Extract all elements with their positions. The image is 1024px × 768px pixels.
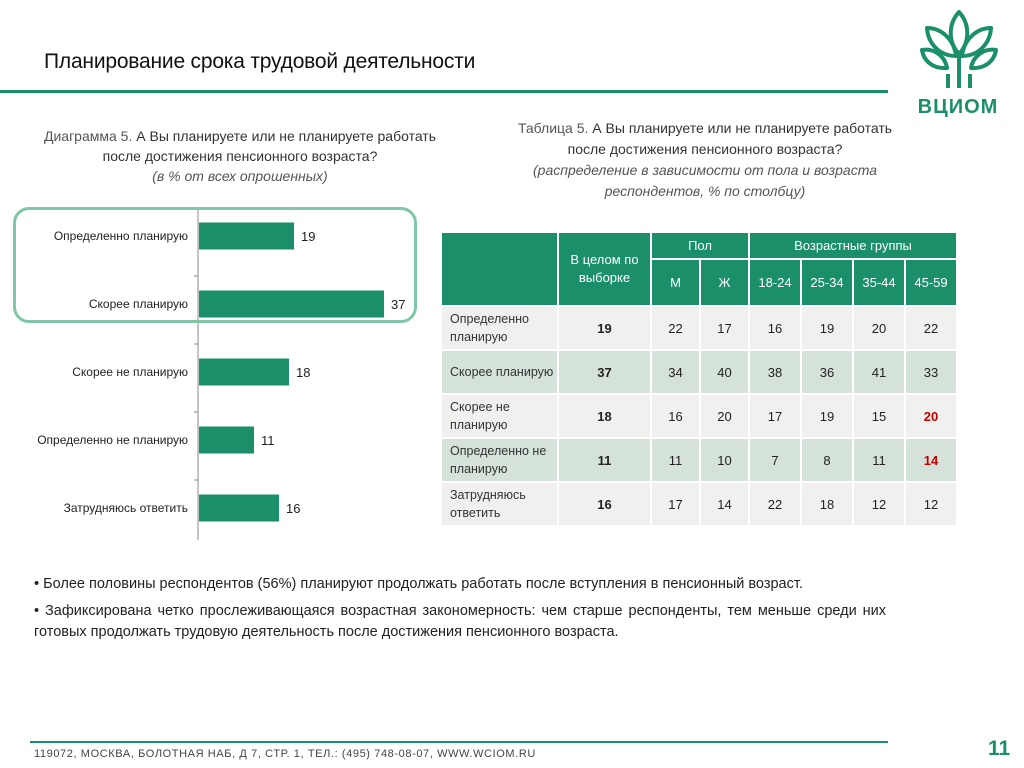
- header-sex-group: Пол: [652, 233, 748, 258]
- header-col-18-24: 18-24: [750, 260, 800, 305]
- table-cell: 18: [802, 483, 852, 525]
- header-col-45-59: 45-59: [906, 260, 956, 305]
- total-cell: 19: [559, 307, 650, 349]
- header-total-label: В целом по выборке: [570, 252, 639, 285]
- table-row: Скорее не планирую 18 16 20 17 19 15 20: [442, 395, 956, 437]
- table-row: Затрудняюсь ответить 16 17 14 22 18 12 12: [442, 483, 956, 525]
- table-cell: 19: [802, 307, 852, 349]
- bullet-item: • Зафиксирована четко прослеживающаяся в…: [34, 603, 886, 640]
- table-cell: 22: [652, 307, 699, 349]
- header-age-group: Возрастные группы: [750, 233, 956, 258]
- category-label: Определенно не планирую: [37, 433, 188, 447]
- header-col-f: Ж: [701, 260, 748, 305]
- bar: [199, 494, 279, 522]
- table-cell: 36: [802, 351, 852, 393]
- footer-address: 119072, МОСКВА, БОЛОТНАЯ НАБ, Д 7, СТР. …: [34, 748, 536, 760]
- data-label: 18: [296, 365, 310, 380]
- category-label: Определенно планирую: [54, 229, 188, 243]
- category-label: Скорее не планирую: [72, 365, 188, 379]
- table-row: Скорее планирую 37 34 40 38 36 41 33: [442, 351, 956, 393]
- row-label: Определенно не планирую: [442, 439, 557, 481]
- table-cell: 7: [750, 439, 800, 481]
- page-number: 11: [988, 737, 1011, 760]
- total-cell: 16: [559, 483, 650, 525]
- table-cell: 8: [802, 439, 852, 481]
- table-cell: 12: [854, 483, 904, 525]
- highlight-box: [13, 207, 417, 323]
- table-cell: 17: [652, 483, 699, 525]
- table-cell: 15: [854, 395, 904, 437]
- data-label: 16: [286, 501, 300, 516]
- table-cell: 12: [906, 483, 956, 525]
- row-label: Определенно планирую: [442, 307, 557, 349]
- total-cell: 11: [559, 439, 650, 481]
- bar: [199, 426, 254, 454]
- table-row: Определенно не планирую 11 11 10 7 8 11 14: [442, 439, 956, 481]
- table-cell: 19: [802, 395, 852, 437]
- row-label: Скорее планирую: [442, 351, 557, 393]
- wciom-logo: [920, 10, 998, 88]
- table-cell: 22: [750, 483, 800, 525]
- header-total: В целом по выборке: [559, 233, 650, 305]
- chart-question-line1: А Вы планируете или не планируете работа…: [136, 128, 437, 144]
- header-col-m: М: [652, 260, 699, 305]
- table-cell: 11: [652, 439, 699, 481]
- table-question-line2: после достижения пенсионного возраста?: [567, 141, 843, 157]
- table-cell: 38: [750, 351, 800, 393]
- footer-divider: [30, 741, 888, 743]
- table-cell: 17: [701, 307, 748, 349]
- data-label: 11: [261, 433, 275, 448]
- table-cell: 16: [750, 307, 800, 349]
- table-caption-prefix: Таблица 5.: [517, 120, 593, 136]
- row-label: Скорее не планирую: [442, 395, 557, 437]
- table-cell: 17: [750, 395, 800, 437]
- chart-caption: Диаграмма 5. А Вы планируете или не план…: [20, 126, 460, 186]
- total-cell: 37: [559, 351, 650, 393]
- bar: [199, 222, 294, 250]
- logo-text: ВЦИОМ: [917, 96, 999, 118]
- table-cell: 11: [854, 439, 904, 481]
- title-divider: [0, 90, 888, 93]
- table-cell: 14: [906, 439, 956, 481]
- chart-question-line2: после достижения пенсионного возраста?: [102, 148, 378, 164]
- table-caption: Таблица 5. А Вы планируете или не планир…: [470, 118, 940, 202]
- header-col-25-34: 25-34: [802, 260, 852, 305]
- bar: [199, 290, 384, 318]
- table-cell: 41: [854, 351, 904, 393]
- bullet-item: • Более половины респондентов (56%) план…: [34, 576, 803, 592]
- page-title: Планирование срока трудовой деятельности: [44, 50, 476, 73]
- chart-caption-prefix: Диаграмма 5.: [43, 128, 137, 144]
- data-table: В целом по выборке Пол Возрастные группы…: [440, 231, 958, 527]
- table-row: Определенно планирую 19 22 17 16 19 20 22: [442, 307, 956, 349]
- table-cell: 33: [906, 351, 956, 393]
- category-label: Затрудняюсь ответить: [64, 501, 188, 515]
- table-cell: 10: [701, 439, 748, 481]
- category-label: Скорее планирую: [89, 297, 188, 311]
- table-cell: 34: [652, 351, 699, 393]
- table-cell: 40: [701, 351, 748, 393]
- chart-subtitle: (в % от всех опрошенных): [152, 168, 328, 184]
- table-subtitle-line2: респондентов, % по столбцу): [604, 183, 806, 199]
- table-cell: 20: [906, 395, 956, 437]
- table-cell: 20: [701, 395, 748, 437]
- summary-bullets: • Более половины респондентов (56%) план…: [34, 574, 886, 649]
- total-cell: 18: [559, 395, 650, 437]
- table-cell: 22: [906, 307, 956, 349]
- table-cell: 20: [854, 307, 904, 349]
- table-cell: 16: [652, 395, 699, 437]
- row-label: Затрудняюсь ответить: [442, 483, 557, 525]
- table-subtitle-line1: (распределение в зависимости от пола и в…: [533, 162, 877, 178]
- data-label: 19: [301, 229, 315, 244]
- table-corner-header: [442, 233, 557, 305]
- table-question-line1: А Вы планируете или не планируете работа…: [592, 120, 893, 136]
- bar: [199, 358, 289, 386]
- header-col-35-44: 35-44: [854, 260, 904, 305]
- table-cell: 14: [701, 483, 748, 525]
